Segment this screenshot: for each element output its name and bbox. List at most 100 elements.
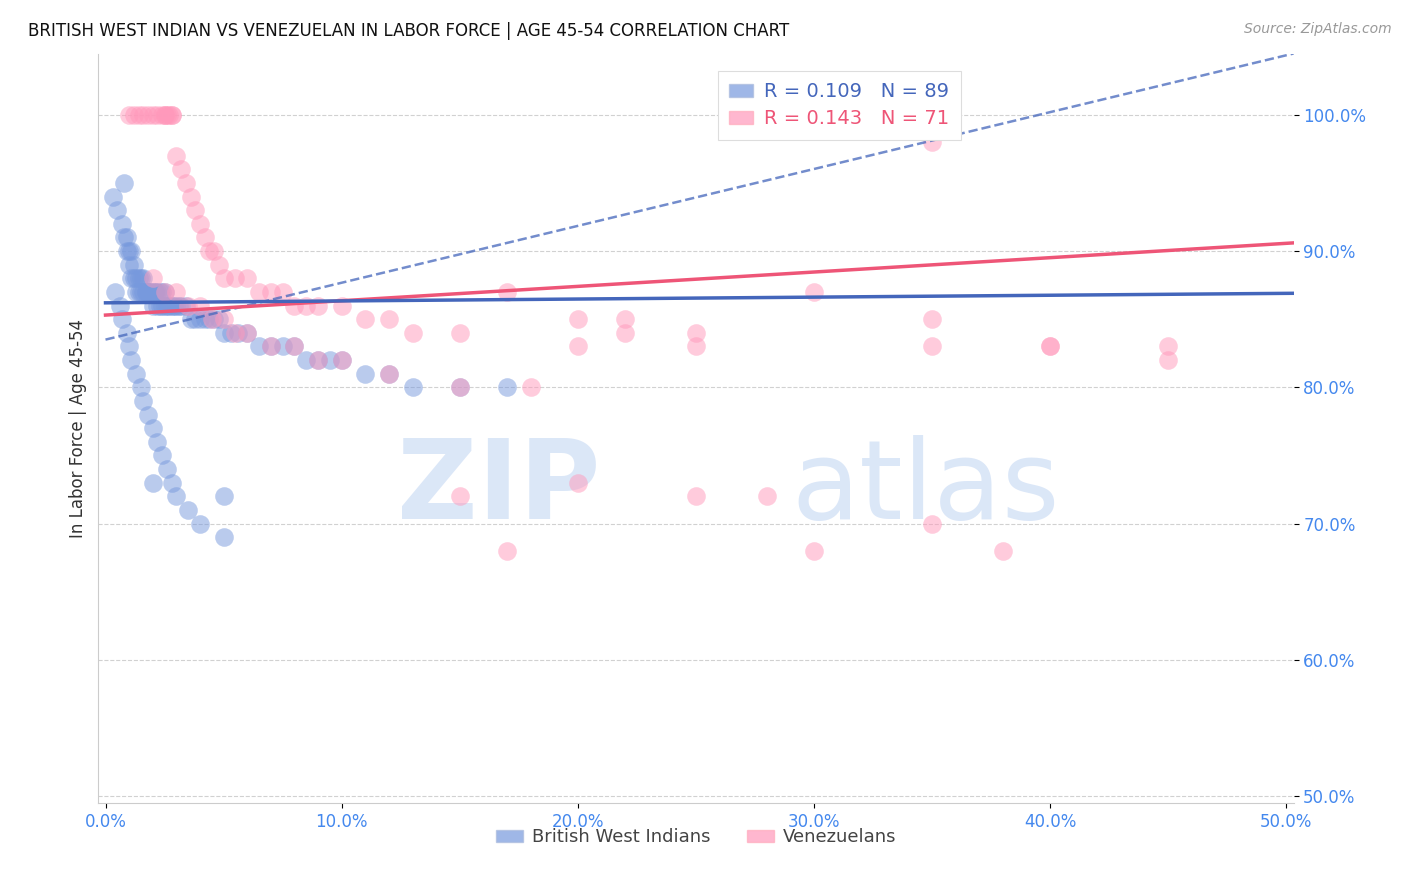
Point [283,339,305,353]
Point [224,271,246,285]
Point [128,285,150,299]
Point [125,271,148,285]
Point [160,475,183,490]
Point [132,108,155,122]
Point [160,299,183,313]
Point [1157,353,1180,368]
Point [449,380,471,394]
Point [101,189,124,203]
Point [921,516,943,531]
Point [118,258,141,272]
Point [142,271,165,285]
Point [136,285,159,299]
Point [160,108,183,122]
Point [194,230,217,244]
Point [146,299,169,313]
Point [160,108,183,122]
Point [180,312,202,326]
Point [921,135,943,149]
Point [150,299,173,313]
Point [685,326,707,340]
Point [236,271,259,285]
Point [139,285,162,299]
Point [153,285,176,299]
Text: BRITISH WEST INDIAN VS VENEZUELAN IN LABOR FORCE | AGE 45-54 CORRELATION CHART: BRITISH WEST INDIAN VS VENEZUELAN IN LAB… [28,22,789,40]
Point [142,285,165,299]
Point [260,339,283,353]
Point [283,339,305,353]
Point [135,285,157,299]
Point [105,203,128,218]
Point [122,258,145,272]
Point [132,285,155,299]
Point [149,299,172,313]
Point [449,326,471,340]
Point [685,489,707,503]
Point [156,299,179,313]
Point [212,489,235,503]
Point [567,312,589,326]
Point [188,312,211,326]
Point [112,230,135,244]
Point [108,299,131,313]
Point [170,299,193,313]
Point [449,489,471,503]
Point [118,339,141,353]
Point [157,108,180,122]
Point [142,421,165,435]
Point [115,326,138,340]
Point [1157,339,1180,353]
Point [150,285,173,299]
Point [260,339,283,353]
Point [184,312,207,326]
Point [194,312,217,326]
Point [755,489,778,503]
Point [146,285,169,299]
Point [1039,339,1062,353]
Point [122,108,145,122]
Point [129,285,152,299]
Point [136,285,159,299]
Point [156,462,179,476]
Point [142,108,165,122]
Point [236,326,259,340]
Point [330,353,353,368]
Point [319,353,342,368]
Point [184,203,207,218]
Point [330,299,353,313]
Point [153,108,176,122]
Point [111,312,134,326]
Point [219,326,242,340]
Point [188,217,211,231]
Point [115,244,138,258]
Point [125,367,148,381]
Point [135,285,157,299]
Point [104,285,127,299]
Point [174,299,197,313]
Point [149,285,172,299]
Text: ZIP: ZIP [396,434,600,541]
Point [202,312,225,326]
Point [236,326,259,340]
Point [295,299,318,313]
Point [153,285,176,299]
Point [921,339,943,353]
Point [260,285,283,299]
Point [198,312,221,326]
Point [295,353,318,368]
Point [401,326,423,340]
Point [165,489,187,503]
Point [118,244,141,258]
Point [170,162,193,177]
Point [142,299,165,313]
Point [188,516,211,531]
Point [378,367,401,381]
Point [212,530,235,544]
Point [129,271,152,285]
Legend: British West Indians, Venezuelans: British West Indians, Venezuelans [488,822,904,854]
Point [157,299,180,313]
Point [226,326,249,340]
Point [111,217,134,231]
Point [143,285,166,299]
Point [378,367,401,381]
